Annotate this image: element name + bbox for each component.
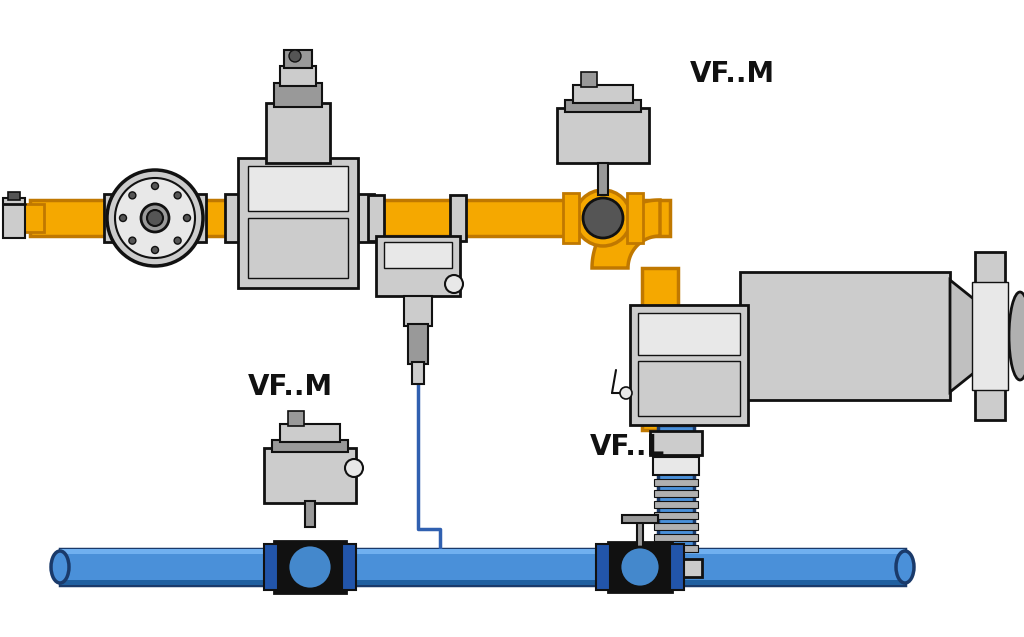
Circle shape xyxy=(152,247,159,254)
Circle shape xyxy=(289,50,301,62)
Bar xyxy=(670,544,684,590)
Bar xyxy=(654,479,698,486)
Bar xyxy=(3,198,25,238)
Text: VF..M: VF..M xyxy=(248,373,333,401)
Bar xyxy=(563,193,579,243)
Bar xyxy=(608,542,672,592)
Bar xyxy=(740,272,950,400)
Bar xyxy=(654,501,698,508)
Bar xyxy=(654,534,698,541)
Bar xyxy=(248,218,348,278)
Bar xyxy=(450,195,466,241)
Bar xyxy=(630,305,748,425)
Bar xyxy=(60,549,905,585)
Bar xyxy=(376,236,460,296)
Bar xyxy=(581,72,597,87)
Bar xyxy=(412,362,424,384)
Bar xyxy=(654,490,698,497)
Bar xyxy=(650,559,702,577)
Circle shape xyxy=(345,459,362,477)
Bar xyxy=(193,194,206,242)
Circle shape xyxy=(152,182,159,189)
Circle shape xyxy=(183,215,190,222)
Bar xyxy=(408,324,428,364)
Bar xyxy=(60,580,905,585)
Bar xyxy=(8,192,20,200)
Bar xyxy=(598,163,608,195)
Bar xyxy=(653,457,699,475)
Bar xyxy=(266,103,330,163)
Bar xyxy=(650,431,702,455)
Circle shape xyxy=(288,545,332,589)
Circle shape xyxy=(620,387,632,399)
Bar xyxy=(264,448,356,503)
Bar xyxy=(60,549,905,554)
Circle shape xyxy=(174,192,181,199)
Bar xyxy=(358,194,374,242)
Polygon shape xyxy=(592,200,660,268)
Polygon shape xyxy=(950,280,1020,392)
Circle shape xyxy=(445,275,463,293)
Bar xyxy=(654,512,698,519)
Bar xyxy=(284,50,312,68)
Circle shape xyxy=(129,192,136,199)
Circle shape xyxy=(583,198,623,238)
Circle shape xyxy=(620,547,660,587)
Bar xyxy=(274,83,322,107)
Bar xyxy=(305,501,315,527)
Circle shape xyxy=(129,237,136,244)
Circle shape xyxy=(115,178,195,258)
Bar xyxy=(975,252,1005,420)
Text: VF..M: VF..M xyxy=(690,60,775,88)
Bar xyxy=(272,440,348,452)
Bar xyxy=(342,544,356,590)
Bar xyxy=(573,85,633,103)
Text: VF..L: VF..L xyxy=(590,433,666,461)
Circle shape xyxy=(106,170,203,266)
Bar xyxy=(972,282,1008,390)
Circle shape xyxy=(141,204,169,232)
Bar xyxy=(288,411,304,426)
Bar xyxy=(654,545,698,552)
Bar xyxy=(627,193,643,243)
Bar xyxy=(225,194,241,242)
Circle shape xyxy=(120,215,127,222)
Bar xyxy=(637,519,643,549)
Bar xyxy=(384,242,452,268)
Bar xyxy=(30,200,670,236)
Bar xyxy=(368,195,384,241)
Bar xyxy=(264,544,278,590)
Bar xyxy=(404,296,432,326)
Ellipse shape xyxy=(1009,292,1024,380)
Bar xyxy=(14,204,44,232)
Bar xyxy=(274,541,346,593)
Bar xyxy=(654,523,698,530)
Bar xyxy=(248,166,348,211)
Bar xyxy=(658,425,694,549)
Ellipse shape xyxy=(896,551,914,583)
Bar xyxy=(280,424,340,442)
Circle shape xyxy=(575,190,631,246)
Bar xyxy=(638,361,740,416)
Bar xyxy=(280,66,316,86)
Bar xyxy=(565,100,641,112)
Bar xyxy=(622,515,658,523)
Bar xyxy=(104,194,118,242)
Circle shape xyxy=(174,237,181,244)
Bar xyxy=(596,544,610,590)
Bar xyxy=(238,158,358,288)
Ellipse shape xyxy=(51,551,69,583)
Bar xyxy=(642,268,678,430)
Bar xyxy=(557,108,649,163)
Circle shape xyxy=(147,210,163,226)
Bar xyxy=(638,313,740,355)
